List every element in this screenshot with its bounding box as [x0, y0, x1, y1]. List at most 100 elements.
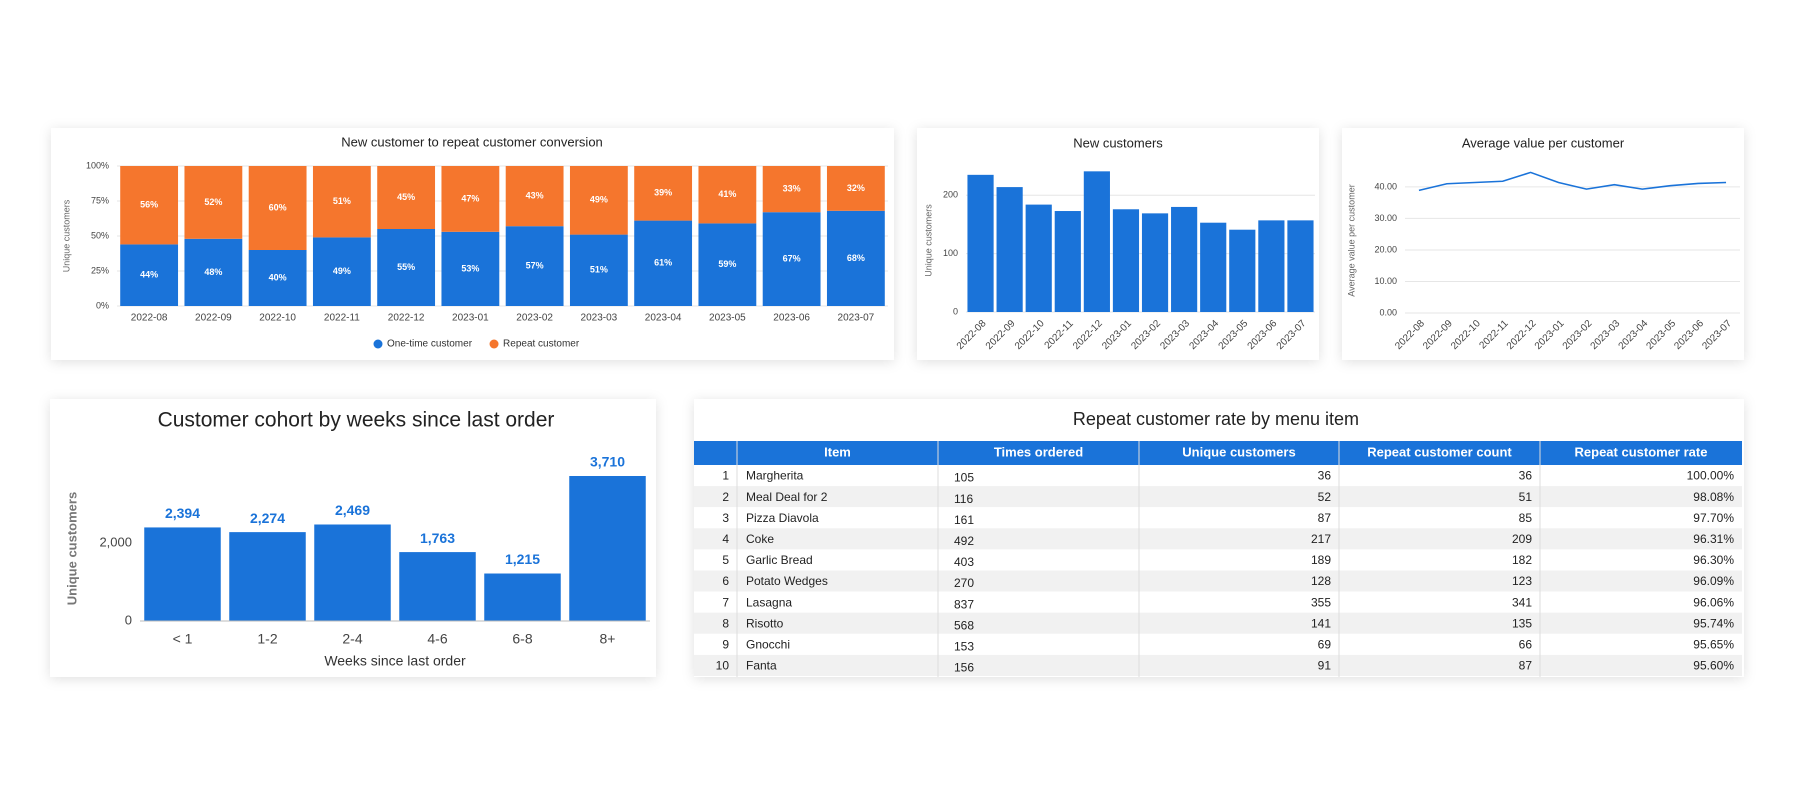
y-axis-label: Average value per customer	[1346, 184, 1356, 296]
y-tick-label: 10.00	[1374, 276, 1397, 286]
table-cell: 100.00%	[1687, 469, 1735, 483]
y-tick-label: 200	[943, 190, 958, 200]
bar	[144, 527, 221, 621]
data-label: 55%	[397, 262, 415, 272]
table-row	[694, 612, 1742, 634]
chart-title: Customer cohort by weeks since last orde…	[158, 409, 555, 432]
bar-segment	[184, 238, 243, 306]
chart-title: Average value per customer	[1462, 135, 1625, 150]
bar	[1025, 204, 1052, 312]
table-cell: 97.70%	[1693, 511, 1734, 525]
table-cell: 95.60%	[1693, 659, 1734, 673]
y-tick-label: 0	[953, 306, 958, 316]
data-label: 57%	[526, 260, 544, 270]
data-label: 67%	[783, 253, 801, 263]
x-tick-label: 2023-05	[709, 313, 746, 324]
y-tick-label: 0%	[96, 300, 109, 310]
chart-title: New customers	[1073, 135, 1163, 150]
data-label: 61%	[654, 258, 672, 268]
x-tick-label: 2023-02	[516, 313, 553, 324]
data-label: 51%	[333, 196, 351, 206]
panel	[1342, 128, 1744, 360]
y-tick-label: 100%	[86, 160, 109, 170]
x-tick-label: < 1	[173, 631, 193, 647]
y-tick-label: 0.00	[1379, 307, 1397, 317]
bar-segment	[762, 212, 821, 306]
legend-label: One-time customer	[387, 339, 473, 350]
bar	[1171, 206, 1198, 312]
table-cell: 96.31%	[1693, 532, 1734, 546]
bar-segment	[120, 244, 179, 306]
row-index: 5	[722, 553, 729, 567]
table-cell: 270	[954, 576, 974, 590]
y-axis-label: Unique customers	[923, 204, 933, 277]
table-cell: 128	[1311, 574, 1331, 588]
table-cell: Potato Wedges	[746, 574, 828, 588]
table-cell: Pizza Diavola	[746, 511, 819, 525]
table-cell: 52	[1318, 490, 1332, 504]
bar	[1112, 209, 1140, 312]
data-label: 47%	[461, 193, 479, 203]
bar-segment	[248, 166, 307, 250]
column-header: Unique customers	[1182, 444, 1295, 459]
table-cell: 96.09%	[1693, 574, 1734, 588]
row-index: 8	[722, 616, 729, 630]
y-tick-label: 20.00	[1374, 244, 1397, 254]
bar-segment	[634, 166, 693, 221]
table-cell: 87	[1318, 511, 1332, 525]
row-index: 7	[722, 595, 729, 609]
data-label: 51%	[590, 265, 608, 275]
row-index: 9	[722, 638, 729, 652]
data-label: 44%	[140, 270, 158, 280]
bar-segment	[826, 166, 885, 211]
bar	[1287, 220, 1314, 312]
table-cell: 403	[954, 555, 974, 569]
table-row	[694, 654, 1742, 676]
table-cell: 96.06%	[1693, 595, 1734, 609]
data-label: 1,215	[505, 551, 540, 567]
table-cell: Garlic Bread	[746, 553, 813, 567]
table-cell: 837	[954, 597, 974, 611]
y-tick-label: 30.00	[1374, 213, 1397, 223]
table-cell: 189	[1311, 553, 1331, 567]
line	[1418, 171, 1727, 192]
data-label: 45%	[397, 192, 415, 202]
x-tick-label: 4-6	[427, 631, 447, 647]
table-row	[694, 528, 1742, 550]
column-header: Repeat customer rate	[1575, 444, 1708, 459]
row-index: 1	[722, 469, 729, 483]
x-tick-label: 2023-06	[773, 313, 810, 324]
table-cell: Coke	[746, 532, 774, 546]
table-cell: Gnocchi	[746, 638, 790, 652]
table-row	[694, 633, 1742, 655]
table-cell: 355	[1311, 595, 1331, 609]
x-tick-label: 2022-12	[388, 313, 425, 324]
table-cell: 116	[954, 492, 973, 506]
table-cell: 123	[1512, 574, 1532, 588]
table-cell: 85	[1519, 511, 1533, 525]
x-tick-label: 6-8	[512, 631, 532, 647]
bar	[569, 476, 646, 621]
bar-segment	[698, 166, 757, 224]
data-label: 2,394	[165, 505, 200, 521]
data-label: 56%	[140, 200, 158, 210]
y-tick-label: 75%	[91, 195, 109, 205]
data-label: 49%	[590, 195, 608, 205]
bar	[229, 532, 306, 621]
bar-segment	[120, 166, 179, 245]
table-cell: Risotto	[746, 616, 784, 630]
table-header	[694, 441, 1742, 465]
row-index: 6	[722, 574, 729, 588]
table-row	[694, 591, 1742, 613]
x-tick-label: 2-4	[342, 631, 362, 647]
x-tick-label: 2023-01	[452, 313, 489, 324]
table-cell: 95.74%	[1693, 616, 1734, 630]
table-cell: 209	[1512, 532, 1532, 546]
y-tick-label: 25%	[91, 265, 109, 275]
bar	[1054, 211, 1081, 312]
x-tick-label: 1-2	[257, 631, 277, 647]
table-cell: 182	[1512, 553, 1532, 567]
legend-swatch	[489, 339, 499, 349]
